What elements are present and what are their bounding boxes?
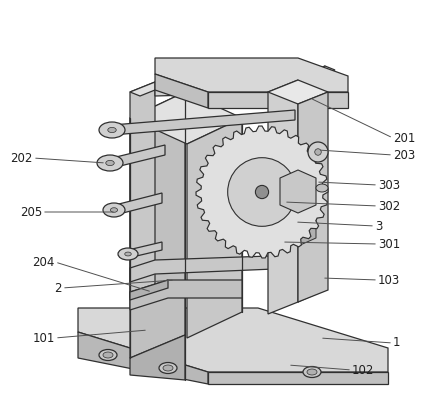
- Ellipse shape: [159, 362, 177, 374]
- Polygon shape: [115, 193, 162, 215]
- Polygon shape: [268, 80, 298, 314]
- Polygon shape: [196, 126, 328, 258]
- Polygon shape: [298, 66, 325, 302]
- Ellipse shape: [99, 122, 125, 138]
- Text: 303: 303: [378, 178, 400, 191]
- Polygon shape: [155, 78, 298, 96]
- Polygon shape: [130, 244, 325, 282]
- Text: 202: 202: [11, 152, 33, 165]
- Text: 205: 205: [20, 206, 42, 219]
- Ellipse shape: [99, 349, 117, 361]
- Polygon shape: [130, 92, 185, 358]
- Circle shape: [256, 186, 268, 199]
- Ellipse shape: [108, 127, 116, 133]
- Polygon shape: [208, 372, 388, 384]
- Ellipse shape: [307, 369, 317, 375]
- Ellipse shape: [308, 142, 328, 162]
- Ellipse shape: [303, 366, 321, 377]
- Circle shape: [228, 158, 296, 226]
- Ellipse shape: [106, 160, 114, 165]
- Ellipse shape: [103, 203, 125, 217]
- Polygon shape: [130, 280, 168, 300]
- Ellipse shape: [110, 208, 117, 212]
- Polygon shape: [155, 58, 348, 92]
- Text: 201: 201: [393, 132, 416, 145]
- Text: 103: 103: [378, 273, 400, 286]
- Ellipse shape: [103, 352, 113, 358]
- Polygon shape: [128, 242, 162, 258]
- Ellipse shape: [163, 365, 173, 371]
- Polygon shape: [78, 308, 388, 372]
- Text: 204: 204: [33, 255, 55, 268]
- Polygon shape: [78, 332, 208, 384]
- Polygon shape: [112, 145, 165, 168]
- Polygon shape: [208, 92, 348, 108]
- Polygon shape: [280, 170, 316, 213]
- Polygon shape: [280, 144, 316, 246]
- Polygon shape: [130, 280, 242, 310]
- Polygon shape: [130, 82, 165, 96]
- Ellipse shape: [316, 184, 328, 192]
- Polygon shape: [112, 110, 295, 135]
- Polygon shape: [130, 82, 155, 298]
- Text: 2: 2: [54, 281, 62, 294]
- Text: 3: 3: [375, 219, 382, 232]
- Polygon shape: [130, 335, 185, 380]
- Polygon shape: [155, 74, 208, 108]
- Text: 203: 203: [393, 149, 415, 162]
- Text: 101: 101: [33, 331, 55, 344]
- Polygon shape: [298, 66, 335, 82]
- Text: 1: 1: [393, 336, 400, 349]
- Ellipse shape: [118, 248, 138, 260]
- Ellipse shape: [97, 155, 123, 171]
- Polygon shape: [187, 118, 242, 338]
- Ellipse shape: [315, 149, 321, 155]
- Polygon shape: [130, 92, 242, 144]
- Ellipse shape: [125, 252, 131, 256]
- Text: 302: 302: [378, 199, 400, 212]
- Polygon shape: [268, 80, 328, 104]
- Text: 102: 102: [352, 364, 374, 377]
- Text: 301: 301: [378, 238, 400, 251]
- Polygon shape: [298, 92, 328, 302]
